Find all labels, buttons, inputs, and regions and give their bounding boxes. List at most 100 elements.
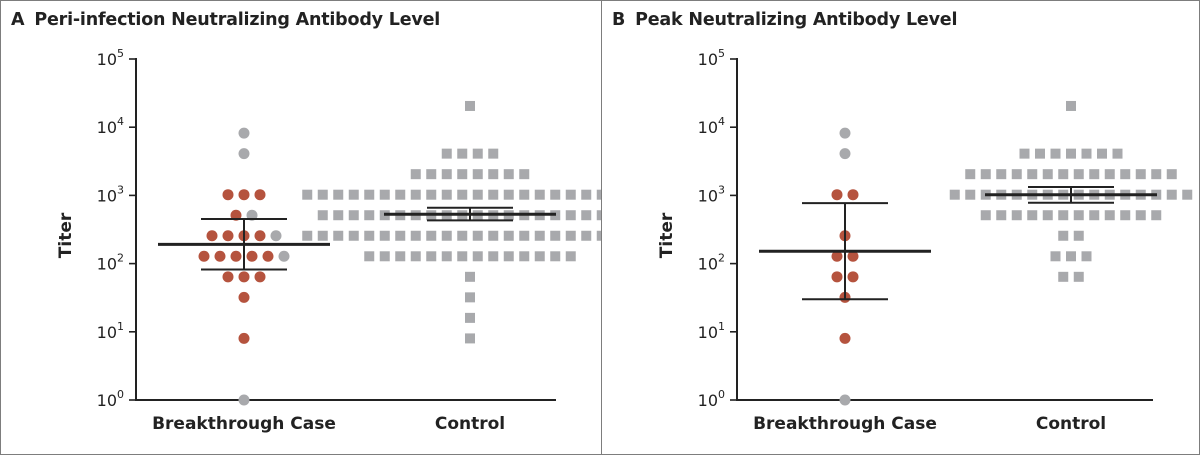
y-tick-label: 101 (97, 320, 124, 342)
control-point (1073, 169, 1084, 180)
control-point (364, 251, 375, 262)
control-point (1104, 210, 1115, 221)
control-point (1089, 169, 1100, 180)
control-point (457, 251, 468, 262)
control-point (379, 189, 390, 200)
control-point (465, 312, 475, 323)
breakthrough-point-gray (270, 230, 282, 242)
control-point (410, 169, 421, 180)
panel-b-title: B Peak Neutralizing Antibody Level (612, 10, 957, 30)
breakthrough-point-red (262, 250, 274, 262)
chart-b: 100 101 102 103 104 105 Titer Breakthrough Case… (657, 47, 1193, 434)
control-point (457, 230, 468, 241)
control-point (488, 148, 499, 159)
control-point (1151, 169, 1162, 180)
control-point (348, 189, 359, 200)
panel-b-title-text: Peak Neutralizing Antibody Level (635, 10, 958, 30)
control-point (550, 230, 561, 241)
control-point (1058, 271, 1069, 282)
control-point (317, 230, 328, 241)
control-point (1166, 189, 1177, 200)
control-point (980, 169, 991, 180)
control-point (550, 251, 561, 262)
control-point (302, 189, 313, 200)
control-point (465, 333, 475, 344)
control-point (503, 169, 514, 180)
control-point (596, 189, 602, 200)
y-axis-label: Titer (657, 212, 677, 258)
control-point (1035, 148, 1045, 159)
control-point (488, 230, 499, 241)
breakthrough-point-red (222, 189, 234, 201)
breakthrough-point-red (198, 250, 210, 262)
control-point (426, 251, 437, 262)
control-point (457, 189, 468, 200)
breakthrough-point-red (238, 271, 250, 283)
breakthrough-point-red (847, 189, 859, 201)
breakthrough-point-gray (839, 394, 851, 406)
control-point (519, 169, 530, 180)
x-category-label: Control (435, 414, 505, 434)
control-point (441, 169, 452, 180)
control-point (1027, 210, 1038, 221)
control-point (1073, 230, 1084, 241)
panel-a-title: A Peri-infection Neutralizing Antibody Le… (11, 10, 440, 30)
breakthrough-point-gray (246, 209, 258, 221)
y-tick-label: 105 (698, 47, 725, 69)
control-point (1073, 271, 1084, 282)
control-point (1081, 148, 1092, 159)
control-point (949, 189, 960, 200)
breakthrough-point-red (206, 230, 218, 242)
control-point (488, 251, 499, 262)
breakthrough-point-red (246, 250, 258, 262)
control-point (534, 251, 545, 262)
y-tick-label: 103 (698, 183, 725, 205)
breakthrough-point-red (254, 189, 266, 201)
control-point (457, 169, 468, 180)
control-point (1097, 148, 1107, 159)
x-category-label: Breakthrough Case (152, 414, 336, 434)
control-point (1166, 169, 1177, 180)
control-point (503, 230, 514, 241)
y-axis-label: Titer (56, 212, 76, 258)
control-point (980, 210, 991, 221)
control-point (395, 251, 406, 262)
control-point (472, 230, 483, 241)
panel-b: B Peak Neutralizing Antibody Level 100 101… (601, 0, 1200, 455)
control-point (996, 169, 1007, 180)
control-point (1011, 210, 1022, 221)
control-point (364, 189, 375, 200)
control-point (1019, 148, 1030, 159)
control-point (472, 189, 483, 200)
control-point (1135, 210, 1146, 221)
control-point (519, 251, 530, 262)
control-point (565, 251, 576, 262)
control-point (1011, 169, 1022, 180)
breakthrough-point-gray (238, 394, 250, 406)
control-point (581, 230, 592, 241)
panel-a: A Peri-infection Neutralizing Antibody Le… (0, 0, 603, 455)
control-point (348, 230, 359, 241)
y-tick-label: 100 (97, 388, 124, 410)
control-point (1104, 169, 1115, 180)
control-point (441, 251, 452, 262)
control-point (1042, 210, 1053, 221)
control-point (1066, 100, 1076, 111)
chart-a: 100 101 102 103 104 105 Titer Breakthrough Case… (56, 47, 602, 434)
control-point (333, 210, 344, 221)
control-point (410, 251, 421, 262)
y-tick-label: 101 (698, 320, 725, 342)
control-point (465, 271, 475, 282)
control-point (1058, 169, 1069, 180)
control-point (441, 148, 452, 159)
y-tick-label: 103 (97, 183, 124, 205)
control-point (565, 210, 576, 221)
control-point (1050, 148, 1061, 159)
control-point (333, 230, 344, 241)
breakthrough-point-gray (238, 127, 250, 139)
y-tick-label: 105 (97, 47, 124, 69)
control-point (441, 230, 452, 241)
control-point (395, 189, 406, 200)
control-point (1151, 210, 1162, 221)
control-point (581, 210, 592, 221)
